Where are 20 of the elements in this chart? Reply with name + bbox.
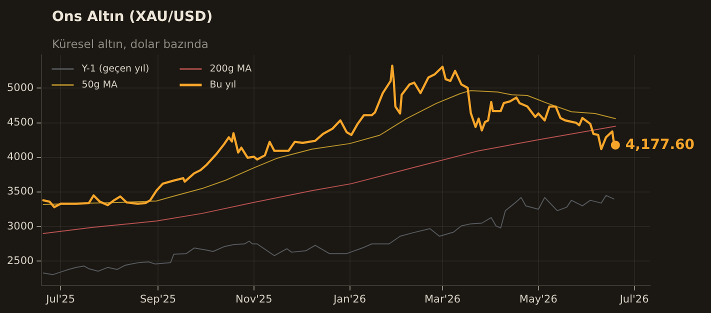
y-tick-label: 4500 (6, 116, 34, 129)
chart-title: Ons Altın (XAU/USD) (52, 9, 213, 25)
x-tick-label: Jan'26 (332, 293, 366, 306)
x-tick-label: Nov'25 (236, 293, 272, 306)
y-tick-label: 4000 (6, 151, 34, 164)
legend-label: 200g MA (210, 63, 252, 74)
x-tick-label: Sep'25 (140, 293, 176, 306)
y-tick-label: 5000 (6, 82, 34, 94)
y-tick-label: 2500 (6, 254, 34, 267)
x-tick-label: Mar'26 (424, 293, 461, 306)
legend-label: Bu yıl (210, 79, 236, 90)
y-tick-label: 3500 (6, 186, 34, 198)
legend-label: Y-1 (geçen yıl) (80, 63, 150, 74)
y-tick-label: 3000 (6, 220, 34, 232)
x-tick-label: May'26 (519, 293, 558, 306)
annotation: 4,177.60 (625, 136, 695, 153)
chart-subtitle: Küresel altın, dolar bazında (52, 37, 208, 51)
x-tick-label: Jul'25 (45, 293, 76, 306)
legend-label: 50g MA (82, 79, 118, 90)
x-tick-label: Jul'26 (618, 293, 650, 306)
